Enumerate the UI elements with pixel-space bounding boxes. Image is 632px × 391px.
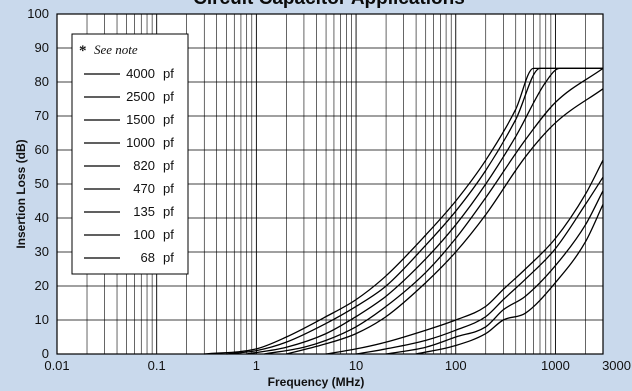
legend-entry-value: 820 — [133, 158, 155, 173]
y-tick-label: 30 — [35, 244, 49, 259]
curves — [204, 67, 604, 355]
legend-entry-unit: pf — [163, 89, 174, 104]
x-tick-label: 0.01 — [44, 358, 69, 373]
x-tick-label: 0.1 — [148, 358, 166, 373]
x-tick-label: 1000 — [541, 358, 570, 373]
curve-68-pf — [415, 204, 604, 355]
x-tick-label: 3000 — [602, 358, 631, 373]
y-tick-label: 50 — [35, 176, 49, 191]
legend-entry-unit: pf — [163, 66, 174, 81]
legend: * See note 4000 pf 2500 pf 1500 pf 1000 pf 820 pf… — [71, 33, 189, 275]
x-tick-label: 10 — [349, 358, 363, 373]
y-tick-label: 20 — [35, 278, 49, 293]
legend-entry-unit: pf — [163, 250, 174, 265]
legend-entry-value: 135 — [133, 204, 155, 219]
curve-470-pf — [325, 159, 604, 355]
curve-1500-pf — [246, 67, 604, 355]
y-tick-label: 80 — [35, 74, 49, 89]
curve-100-pf — [385, 190, 604, 355]
legend-entry-value: 1500 — [126, 112, 155, 127]
legend-entry-unit: pf — [163, 227, 174, 242]
curve-1000-pf — [264, 67, 604, 355]
y-tick-label: 40 — [35, 210, 49, 225]
legend-entries: 4000 pf 2500 pf 1500 pf 1000 pf 820 pf 470 pf 135 pf 1… — [84, 66, 174, 265]
legend-note: See note — [94, 42, 138, 57]
legend-entry-unit: pf — [163, 204, 174, 219]
x-axis-label: Frequency (MHz) — [268, 375, 365, 389]
legend-entry-unit: pf — [163, 112, 174, 127]
y-axis-ticks: 0 10 20 30 40 50 60 70 80 90 100 — [27, 6, 49, 361]
legend-entry-value: 1000 — [126, 135, 155, 150]
y-tick-label: 60 — [35, 142, 49, 157]
y-tick-label: 90 — [35, 40, 49, 55]
y-tick-label: 70 — [35, 108, 49, 123]
curve-2500-pf — [226, 67, 604, 355]
curve-135-pf — [355, 176, 604, 355]
curve-820-pf — [286, 88, 604, 355]
legend-entry-unit: pf — [163, 181, 174, 196]
y-tick-label: 100 — [27, 6, 49, 21]
legend-entry-value: 4000 — [126, 66, 155, 81]
legend-entry-unit: pf — [163, 135, 174, 150]
legend-entry-unit: pf — [163, 158, 174, 173]
x-axis-ticks: 0.01 0.1 1 10 100 1000 3000 — [44, 358, 631, 373]
legend-entry-value: 100 — [133, 227, 155, 242]
chart-title: Circuit Capacitor Applications — [193, 0, 465, 9]
curve-4000-pf — [204, 67, 604, 355]
y-tick-label: 10 — [35, 312, 49, 327]
legend-entry-value: 2500 — [126, 89, 155, 104]
x-tick-label: 1 — [253, 358, 260, 373]
legend-note-symbol: * — [79, 43, 87, 59]
y-tick-label: 0 — [42, 346, 49, 361]
x-tick-label: 100 — [445, 358, 467, 373]
y-axis-label: Insertion Loss (dB) — [14, 139, 28, 248]
legend-entry-value: 68 — [141, 250, 155, 265]
legend-entry-value: 470 — [133, 181, 155, 196]
